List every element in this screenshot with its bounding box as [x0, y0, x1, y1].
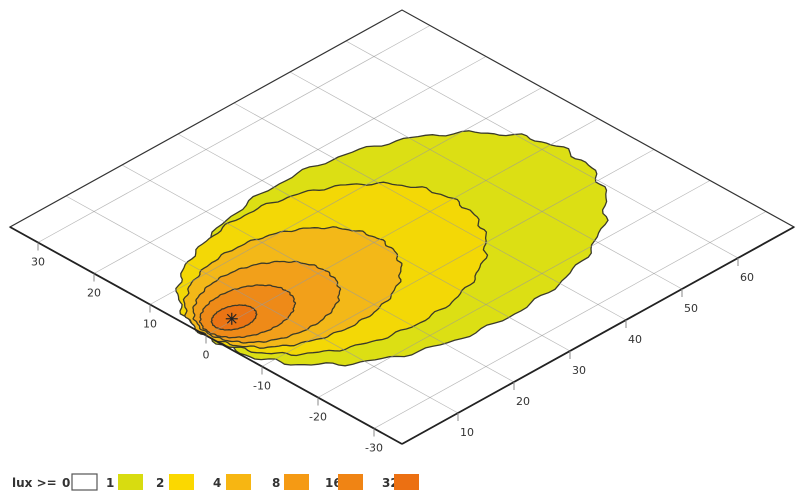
x-tick-label: 10 — [460, 426, 474, 439]
grid-line-y — [205, 118, 599, 336]
y-tick-label: 0 — [203, 349, 210, 362]
y-tick-label: -30 — [365, 442, 383, 455]
grid-line-y — [37, 25, 431, 243]
luminaire-marker — [225, 312, 238, 325]
legend-prefix: lux >= — [12, 476, 57, 490]
x-tick-label: 30 — [572, 364, 586, 377]
x-tick-label: 60 — [740, 271, 754, 284]
legend-label-8: 8 — [272, 476, 280, 490]
axis-ticks: 10 20 30 40 50 60 30 20 10 0 -10 -20 -30 — [31, 242, 754, 455]
grid-line-y — [93, 56, 487, 274]
grid-line-y — [317, 180, 711, 398]
luminaire-star-icon — [226, 313, 237, 324]
legend-swatch-2 — [169, 474, 194, 490]
legend-swatch-8 — [284, 474, 309, 490]
legend-swatch-16 — [338, 474, 363, 490]
legend: lux >= 0 1 2 4 8 16 32 — [12, 473, 419, 491]
legend-label-1: 1 — [106, 476, 114, 490]
y-tick-label: -10 — [253, 380, 271, 393]
x-axis-line — [401, 226, 795, 445]
y-tick-label: 30 — [31, 256, 45, 269]
x-tick-label: 20 — [516, 395, 530, 408]
legend-swatch-4 — [226, 474, 251, 490]
grid-line-y — [149, 87, 543, 305]
y-tick-label: 20 — [87, 287, 101, 300]
legend-label-16: 16 — [325, 476, 342, 490]
y-tick-label: 10 — [143, 318, 157, 331]
contour-layer — [175, 130, 609, 367]
grid-layer — [37, 25, 767, 429]
legend-label-2: 2 — [156, 476, 164, 490]
y-tick-label: -20 — [309, 411, 327, 424]
legend-label-0: 0 — [62, 476, 70, 490]
legend-swatch-1 — [118, 474, 143, 490]
legend-swatch-32 — [394, 474, 419, 490]
grid-line-y — [373, 211, 767, 429]
contour-32-lux — [210, 304, 258, 331]
x-tick-label: 50 — [684, 302, 698, 315]
legend-swatch-0 — [71, 473, 98, 491]
legend-label-4: 4 — [213, 476, 221, 490]
grid-line-y — [261, 149, 655, 367]
x-tick-label: 40 — [628, 333, 642, 346]
